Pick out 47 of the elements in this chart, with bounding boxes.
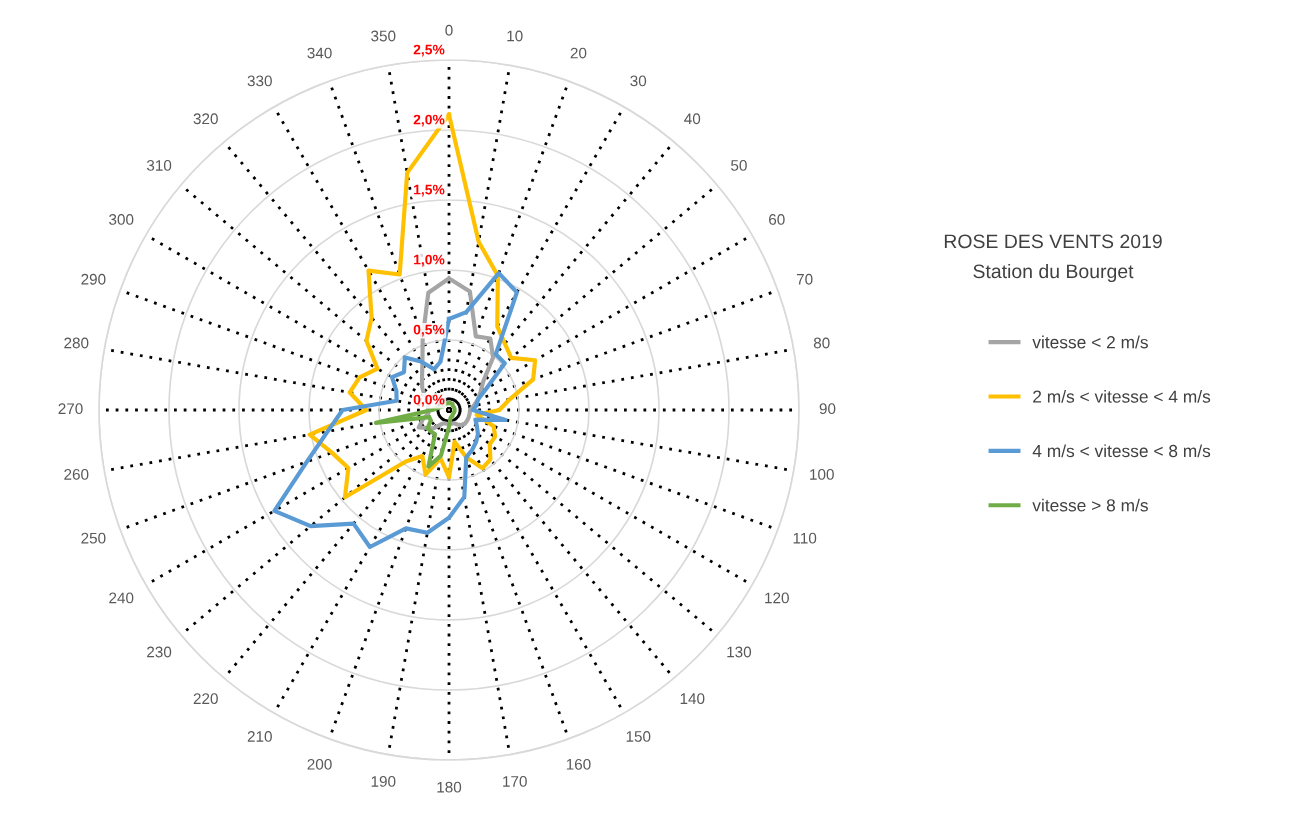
spoke-label: 0: [445, 24, 453, 36]
spoke-label: 80: [813, 337, 830, 349]
spoke-label: 140: [680, 693, 705, 705]
y-tick-label: 1,5%: [414, 184, 445, 197]
spoke-label: 50: [731, 160, 747, 171]
y-tick-label: 0,5%: [413, 324, 445, 337]
spoke-label: 330: [247, 75, 272, 87]
spoke-label: 190: [371, 776, 396, 787]
spoke-label: 40: [684, 113, 701, 125]
spoke-label: 120: [765, 592, 789, 604]
spoke-label: 160: [566, 758, 591, 770]
spoke-label: 220: [193, 693, 218, 705]
spoke-label: 300: [109, 214, 134, 225]
y-tick-label: 1,0%: [414, 254, 445, 267]
spoke-label: 280: [64, 337, 89, 349]
spoke-label: 150: [626, 731, 651, 742]
spoke-label: 90: [819, 403, 836, 415]
spoke-label: 130: [727, 646, 752, 658]
text: Station du Bourget: [973, 263, 1134, 283]
spoke-label: 260: [64, 469, 89, 480]
legend-label: vitesse < 2 m/s: [1032, 335, 1148, 349]
spoke-label: 290: [81, 273, 106, 285]
spoke-label: 30: [630, 75, 647, 87]
spoke-label: 230: [147, 646, 172, 658]
spoke-label: 200: [307, 758, 332, 770]
spoke-label: 320: [193, 113, 218, 125]
spoke-label: 340: [307, 47, 332, 59]
spoke-label: 170: [503, 776, 527, 787]
spoke-label: 180: [437, 781, 462, 793]
legend-label: 4 m/s < vitesse < 8 m/s: [1032, 444, 1211, 458]
spoke-label: 10: [507, 30, 523, 42]
spoke-label: 100: [810, 469, 834, 480]
text: ROSE DES VENTS 2019: [944, 234, 1162, 249]
spoke-label: 250: [81, 532, 106, 544]
spoke-label: 20: [570, 47, 587, 59]
y-tick-label: 2,0%: [413, 114, 445, 127]
spoke-label: 70: [796, 273, 813, 285]
spoke-label: 210: [247, 731, 272, 742]
legend-label: vitesse > 8 m/s: [1032, 498, 1148, 512]
spoke-label: 110: [793, 532, 817, 544]
legend-label: 2 m/s < vitesse < 4 m/s: [1033, 390, 1211, 403]
spoke-label: 60: [769, 214, 785, 225]
spoke-label: 240: [109, 592, 134, 604]
y-tick-label: 2,5%: [413, 44, 445, 57]
spoke-label: 310: [146, 160, 172, 171]
spoke-label: 350: [371, 30, 396, 42]
spoke-label: 270: [58, 403, 83, 415]
